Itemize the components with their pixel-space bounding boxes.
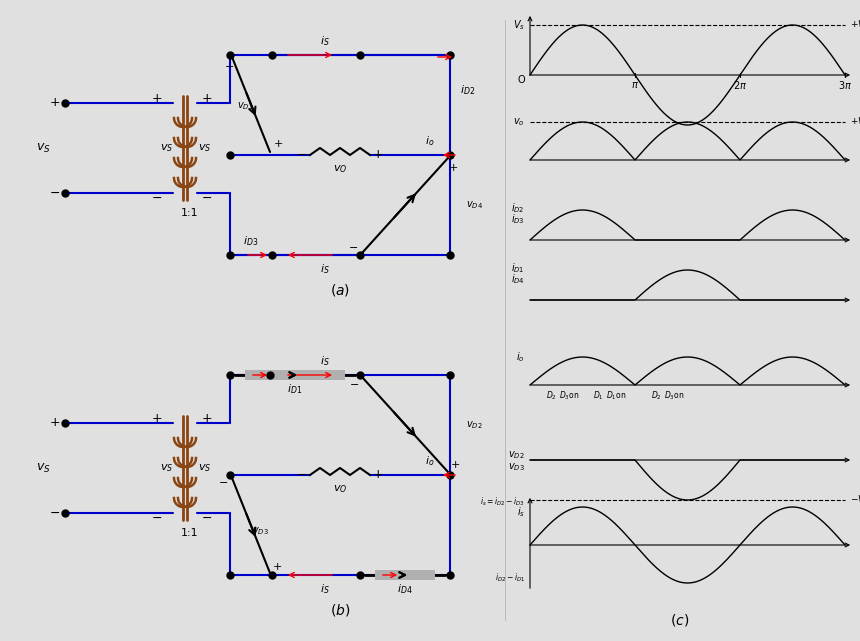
Bar	[245, 370, 345, 380]
Text: $v_S$: $v_S$	[199, 462, 212, 474]
Text: $D_1$: $D_1$	[593, 390, 604, 403]
Text: $i_{D3}$: $i_{D3}$	[243, 234, 259, 248]
Text: $i_S$: $i_S$	[320, 354, 330, 368]
Text: −: −	[350, 380, 359, 390]
Text: −: −	[151, 192, 163, 204]
Text: $-V_m$: $-V_m$	[850, 494, 860, 506]
Text: 1:1: 1:1	[181, 528, 199, 538]
Text: $i_{D3}$: $i_{D3}$	[512, 212, 525, 226]
Text: $v_{D1}$: $v_{D1}$	[237, 100, 254, 112]
Text: +: +	[372, 149, 384, 162]
Text: +: +	[202, 412, 212, 424]
Text: $v_S$: $v_S$	[199, 142, 212, 154]
Bar	[375, 570, 435, 580]
Text: +: +	[448, 163, 458, 173]
Text: $\pi$: $\pi$	[631, 80, 639, 90]
Text: $D_3$on: $D_3$on	[664, 390, 684, 403]
Text: $v_{D4}$: $v_{D4}$	[466, 199, 483, 211]
Text: +: +	[202, 92, 212, 104]
Text: $(b)$: $(b)$	[329, 602, 350, 618]
Text: $v_o$: $v_o$	[513, 116, 525, 128]
Text: +: +	[50, 417, 60, 429]
Text: $v_{D2}$: $v_{D2}$	[466, 419, 482, 431]
Text: +: +	[273, 562, 282, 572]
Text: $D_2$: $D_2$	[651, 390, 661, 403]
Text: $i_{D1}$: $i_{D1}$	[512, 261, 525, 275]
Text: −: −	[50, 187, 60, 199]
Text: +: +	[50, 97, 60, 110]
Text: −: −	[219, 478, 229, 488]
Text: $v_{D2}$: $v_{D2}$	[508, 449, 525, 461]
Text: $v_S$: $v_S$	[160, 142, 174, 154]
Text: $+V_m$: $+V_m$	[850, 19, 860, 31]
Text: $v_S$: $v_S$	[35, 142, 51, 154]
Text: −: −	[297, 469, 307, 481]
Text: $i_{D1}$: $i_{D1}$	[287, 382, 303, 396]
Text: $i_{D2}$: $i_{D2}$	[460, 83, 476, 97]
Text: $i_o$: $i_o$	[517, 350, 525, 364]
Text: −: −	[151, 512, 163, 524]
Text: $v_O$: $v_O$	[333, 483, 347, 495]
Text: −: −	[50, 506, 60, 519]
Text: $(c)$: $(c)$	[671, 612, 690, 628]
Text: $i_{D2}-i_{D1}$: $i_{D2}-i_{D1}$	[494, 572, 525, 584]
Text: −: −	[297, 149, 307, 162]
Text: $i_{D2}$: $i_{D2}$	[512, 201, 525, 215]
Text: −: −	[349, 243, 359, 253]
Text: +: +	[273, 139, 283, 149]
Text: 1:1: 1:1	[181, 208, 199, 218]
Text: −: −	[202, 192, 212, 204]
Text: $v_O$: $v_O$	[333, 163, 347, 175]
Text: +: +	[151, 92, 163, 104]
Text: $i_{D4}$: $i_{D4}$	[397, 582, 413, 596]
Text: $3\pi$: $3\pi$	[838, 79, 852, 91]
Text: $i_S$: $i_S$	[320, 34, 330, 48]
Text: $+V_m$: $+V_m$	[850, 116, 860, 128]
Text: $D_2$: $D_2$	[545, 390, 556, 403]
Text: $i_{D4}$: $i_{D4}$	[511, 272, 525, 286]
Text: $v_S$: $v_S$	[35, 462, 51, 474]
Text: O: O	[518, 75, 525, 85]
Text: $D_1$on: $D_1$on	[606, 390, 626, 403]
Text: $v_{D3}$: $v_{D3}$	[252, 525, 269, 537]
Text: +: +	[151, 412, 163, 424]
Text: +: +	[451, 460, 460, 470]
Text: $(a)$: $(a)$	[330, 282, 350, 298]
Text: $D_3$on: $D_3$on	[559, 390, 579, 403]
Text: $v_{D3}$: $v_{D3}$	[508, 461, 525, 473]
Text: $i_s=i_{D2}-i_{D3}$: $i_s=i_{D2}-i_{D3}$	[480, 495, 525, 508]
Text: $2\pi$: $2\pi$	[733, 79, 747, 91]
Text: −: −	[225, 62, 235, 72]
Text: $v_S$: $v_S$	[160, 462, 174, 474]
Text: $i_S$: $i_S$	[320, 582, 330, 596]
Text: $i_o$: $i_o$	[425, 454, 435, 468]
Text: +: +	[372, 469, 384, 481]
Text: $V_s$: $V_s$	[513, 18, 525, 32]
Text: −: −	[202, 512, 212, 524]
Text: $i_s$: $i_s$	[517, 505, 525, 519]
Text: $i_o$: $i_o$	[425, 134, 435, 148]
Text: $i_S$: $i_S$	[320, 262, 330, 276]
